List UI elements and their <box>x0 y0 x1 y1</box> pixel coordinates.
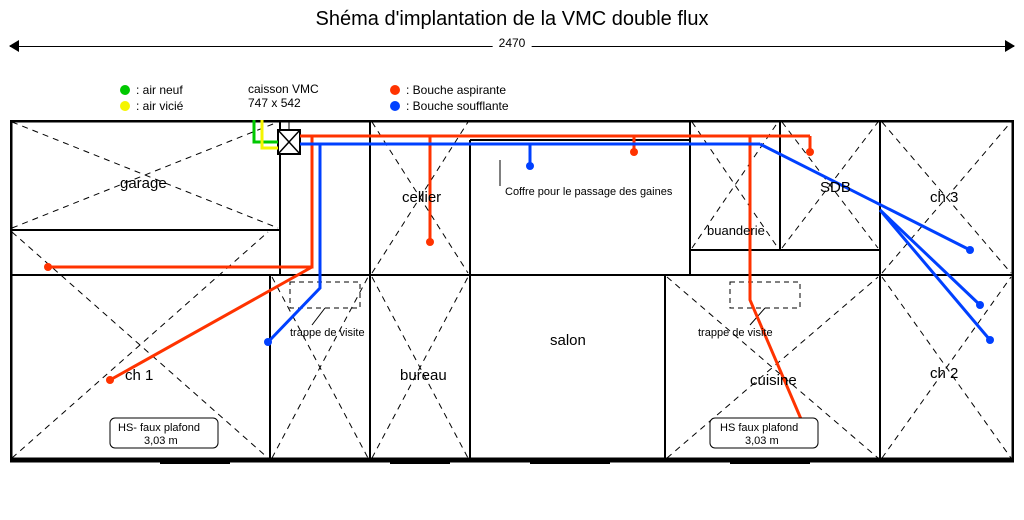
label-cuisine: cuisine <box>750 372 797 389</box>
label-trappe-left: trappe de visite <box>290 327 365 339</box>
legend-bouche: : Bouche aspirante : Bouche soufflante <box>390 82 509 114</box>
air-vicie-dot <box>120 101 130 111</box>
legend-air-neuf: : air neuf <box>120 82 183 98</box>
floorplan: garage cellier SDB ch 3 buanderie ch 1 b… <box>10 120 1014 515</box>
air-neuf-label: : air neuf <box>136 82 183 98</box>
ducts-blue <box>270 144 990 340</box>
label-salon: salon <box>550 332 586 349</box>
soufflante-dot <box>390 101 400 111</box>
label-garage: garage <box>120 175 167 192</box>
label-buanderie: buanderie <box>707 223 765 238</box>
dimension-bar: 2470 <box>10 40 1014 54</box>
caisson-label: caisson VMC 747 x 542 <box>248 82 319 110</box>
air-neuf-dot <box>120 85 130 95</box>
label-trappe-right: trappe de visite <box>698 327 773 339</box>
pipe-air-neuf <box>254 120 278 142</box>
legend-air-vicie: : air vicié <box>120 98 183 114</box>
trappe-leader-left <box>312 308 325 325</box>
dim-arrow-right <box>1005 40 1015 52</box>
caisson-line2: 747 x 542 <box>248 96 319 110</box>
label-bureau: bureau <box>400 367 447 384</box>
label-ch3: ch 3 <box>930 189 958 206</box>
page-title: Shéma d'implantation de la VMC double fl… <box>0 8 1024 31</box>
legend-aspirante: : Bouche aspirante <box>390 82 509 98</box>
aspirante-label: : Bouche aspirante <box>406 82 506 98</box>
soufflante-label: : Bouche soufflante <box>406 98 509 114</box>
pipe-air-vicie <box>262 120 278 148</box>
caisson-line1: caisson VMC <box>248 82 319 96</box>
label-sdb: SDB <box>820 179 851 196</box>
label-coffre: Coffre pour le passage des gaines <box>505 186 673 198</box>
hs-right-line2: 3,03 m <box>745 435 779 447</box>
hs-left-line1: HS- faux plafond <box>118 422 200 434</box>
air-vicie-label: : air vicié <box>136 98 183 114</box>
dim-label: 2470 <box>493 36 532 50</box>
aspirante-dot <box>390 85 400 95</box>
legend-air: : air neuf : air vicié <box>120 82 183 114</box>
hs-right-line1: HS faux plafond <box>720 422 798 434</box>
label-ch2: ch 2 <box>930 365 958 382</box>
legend-soufflante: : Bouche soufflante <box>390 98 509 114</box>
room-diagonals <box>12 122 1011 458</box>
trappe-box-left <box>290 282 360 308</box>
label-cellier: cellier <box>402 189 441 206</box>
hs-left-line2: 3,03 m <box>144 435 178 447</box>
trappe-box-right <box>730 282 800 308</box>
label-ch1: ch 1 <box>125 367 153 384</box>
